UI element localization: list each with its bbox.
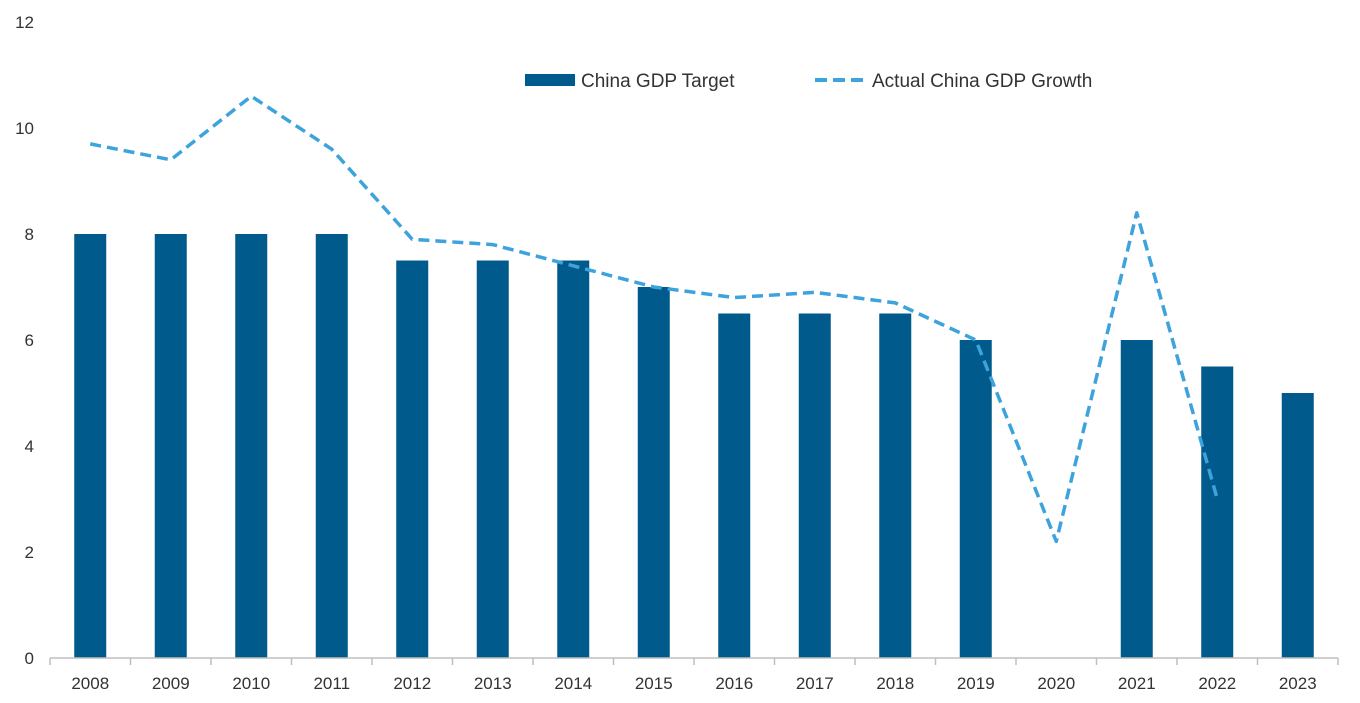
bar-target-2017 — [798, 313, 831, 658]
x-tick-label: 2016 — [715, 674, 753, 693]
x-tick-label: 2015 — [635, 674, 673, 693]
y-tick-label: 8 — [25, 225, 34, 244]
legend-swatch-target — [525, 74, 575, 86]
actual-growth-line — [89, 94, 1219, 544]
y-tick-label: 6 — [25, 331, 34, 350]
y-axis-ticks: 0 2 4 6 8 10 12 — [15, 13, 34, 668]
x-tick-label: 2023 — [1279, 674, 1317, 693]
legend: China GDP Target Actual China GDP Growth — [525, 71, 1092, 92]
bar-target-2019 — [959, 340, 992, 658]
bar-target-2010 — [235, 234, 268, 658]
bar-target-2012 — [396, 260, 429, 658]
y-tick-label: 2 — [25, 543, 34, 562]
y-tick-label: 4 — [25, 437, 34, 456]
x-tick-label: 2017 — [796, 674, 834, 693]
legend-label-actual: Actual China GDP Growth — [872, 71, 1092, 92]
x-tick-label: 2019 — [957, 674, 995, 693]
bar-target-2013 — [476, 260, 509, 658]
y-tick-label: 10 — [15, 119, 34, 138]
bar-target-2014 — [557, 260, 590, 658]
x-tick-label: 2021 — [1118, 674, 1156, 693]
x-tick-label: 2008 — [71, 674, 109, 693]
legend-label-target: China GDP Target — [581, 71, 735, 92]
x-tick-label: 2013 — [474, 674, 512, 693]
target-bars — [74, 234, 1314, 658]
x-axis-ticks — [49, 658, 1339, 665]
x-axis-labels: 2008 2009 2010 2011 2012 2013 2014 2015 2016 2017… — [71, 674, 1316, 693]
bar-target-2016 — [718, 313, 751, 658]
bar-target-2015 — [637, 287, 670, 658]
bar-target-2018 — [879, 313, 912, 658]
bar-target-2022 — [1201, 366, 1234, 658]
bar-target-2011 — [315, 234, 348, 658]
x-tick-label: 2020 — [1037, 674, 1075, 693]
bar-target-2023 — [1281, 393, 1314, 658]
x-tick-label: 2022 — [1198, 674, 1236, 693]
y-tick-label: 0 — [25, 649, 34, 668]
x-tick-label: 2010 — [232, 674, 270, 693]
x-tick-label: 2014 — [554, 674, 592, 693]
bar-target-2009 — [154, 234, 187, 658]
bar-target-2021 — [1120, 340, 1153, 658]
x-tick-label: 2009 — [152, 674, 190, 693]
x-tick-label: 2012 — [393, 674, 431, 693]
x-tick-label: 2011 — [313, 674, 350, 693]
bar-target-2008 — [74, 234, 107, 658]
x-tick-label: 2018 — [876, 674, 914, 693]
y-tick-label: 12 — [15, 13, 34, 32]
